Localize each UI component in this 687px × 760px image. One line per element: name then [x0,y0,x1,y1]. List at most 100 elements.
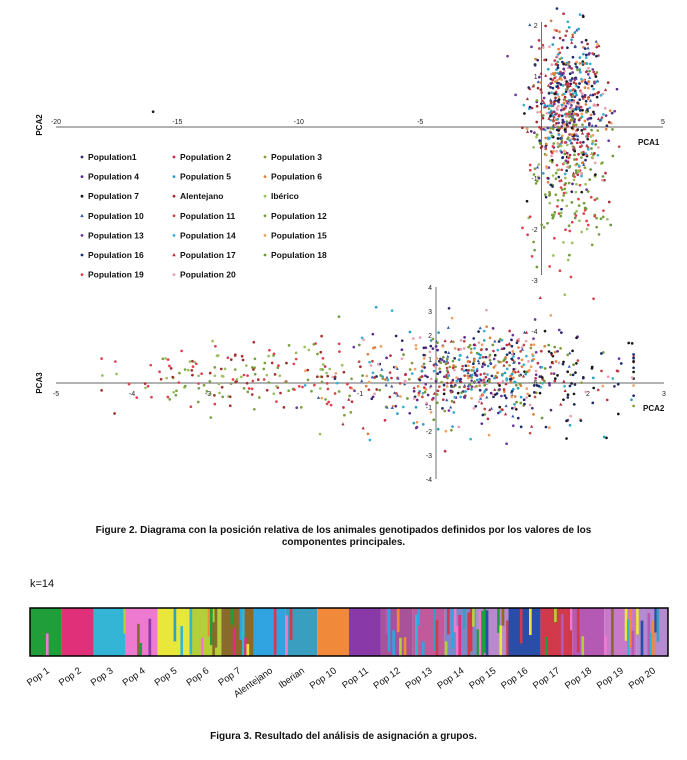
pca2-point [443,449,447,453]
pca2-point [469,347,473,351]
pca1-point [539,102,543,106]
structure-segment [285,608,318,656]
pca2-point [520,346,524,349]
pca2-point [533,318,537,321]
pca1-point [570,112,574,116]
pca1-point [542,127,545,131]
pca2-point [484,355,488,359]
pca2-point [615,369,619,373]
pca2-point [135,396,139,399]
pca1-point [549,183,553,187]
pca2-point [553,350,557,354]
pca2-point [445,366,449,370]
pca2-point [581,376,585,380]
pca2-point [417,393,421,397]
pca2-point [505,343,509,347]
pca2-point [220,385,224,389]
pca2-point [444,429,448,433]
figure2-caption-line2: componentes principales. [281,537,406,548]
pca2-point [632,360,635,363]
pca1-point [577,197,580,201]
pca1-point [557,212,561,216]
pca2-point [378,388,382,392]
pca1-point [563,172,567,176]
pca2-point [547,426,551,430]
structure-stripe [210,608,213,646]
pca2-point [505,367,509,371]
pca1-point [607,120,611,124]
pca2-point [422,346,426,350]
pca1-point [595,216,598,220]
pca1-point [555,163,559,167]
pca2-point [410,361,414,365]
pca2-point [342,370,346,374]
pca1-point [542,100,546,104]
pca2-point [522,343,526,347]
pca2-point [146,384,150,388]
pca2-point [540,376,544,379]
pca2-point [275,400,278,403]
pca2-point [619,362,623,365]
pca2-point [469,351,473,354]
pca2-point [512,355,515,358]
pca2-point [421,422,425,426]
pca2-point [413,367,417,371]
pca1-point [610,111,614,115]
pca2-point [470,388,473,391]
pca2-point [601,384,605,388]
pca2-point [115,372,118,376]
pca2-point [470,369,474,372]
pca1-point [596,153,600,157]
pca2-point [543,344,547,348]
pca2-point [168,398,172,401]
pca2-point [463,385,466,389]
pca2-point [357,360,361,364]
pca1-point [558,269,562,273]
pca2-point [442,388,446,392]
pca2-point [548,383,551,387]
structure-stripe [560,614,564,656]
pca1-point [564,181,567,185]
pca1-point [555,121,558,125]
pca1-point [567,181,571,185]
pca2-point [491,327,495,330]
pca1-point [567,25,571,29]
pca1-point [560,207,563,211]
pca1-point [589,195,593,199]
pca2-point [394,404,398,408]
pca2-point [431,337,435,341]
pca2-point [412,386,416,390]
pca2-point [463,374,467,378]
pca2-ytick-label: -1 [426,405,432,412]
pca1-point [584,152,588,155]
pca1-point [554,62,558,66]
pca2-point [321,363,325,366]
pca2-point [415,425,419,429]
structure-stripe [45,633,49,656]
pca2-point [511,349,515,353]
pca1-point [583,119,587,123]
pca2-point [539,349,543,353]
pca1-point [572,88,575,91]
pca1-point [547,177,550,180]
pca2-point [472,407,476,410]
structure-stripe [214,608,218,648]
pca1-point [569,107,573,111]
pca2-point [496,348,500,352]
pca2-point [453,347,457,350]
pca2-point [549,314,553,317]
pca1-xtick-label: -20 [51,119,61,126]
pca1-point [552,142,556,145]
pca2-ytick-label: 2 [428,333,432,340]
pca1-point [548,111,551,115]
structure-stripe [570,608,573,631]
legend-marker [80,194,84,198]
pca2-point [513,402,516,406]
structure-stripe [421,641,425,656]
pca2-point [429,377,433,381]
pca1-point [592,70,596,74]
pca1-point [578,82,581,85]
pca1-point [544,136,548,140]
pca2-point [461,364,465,368]
pca2-point [245,381,249,385]
